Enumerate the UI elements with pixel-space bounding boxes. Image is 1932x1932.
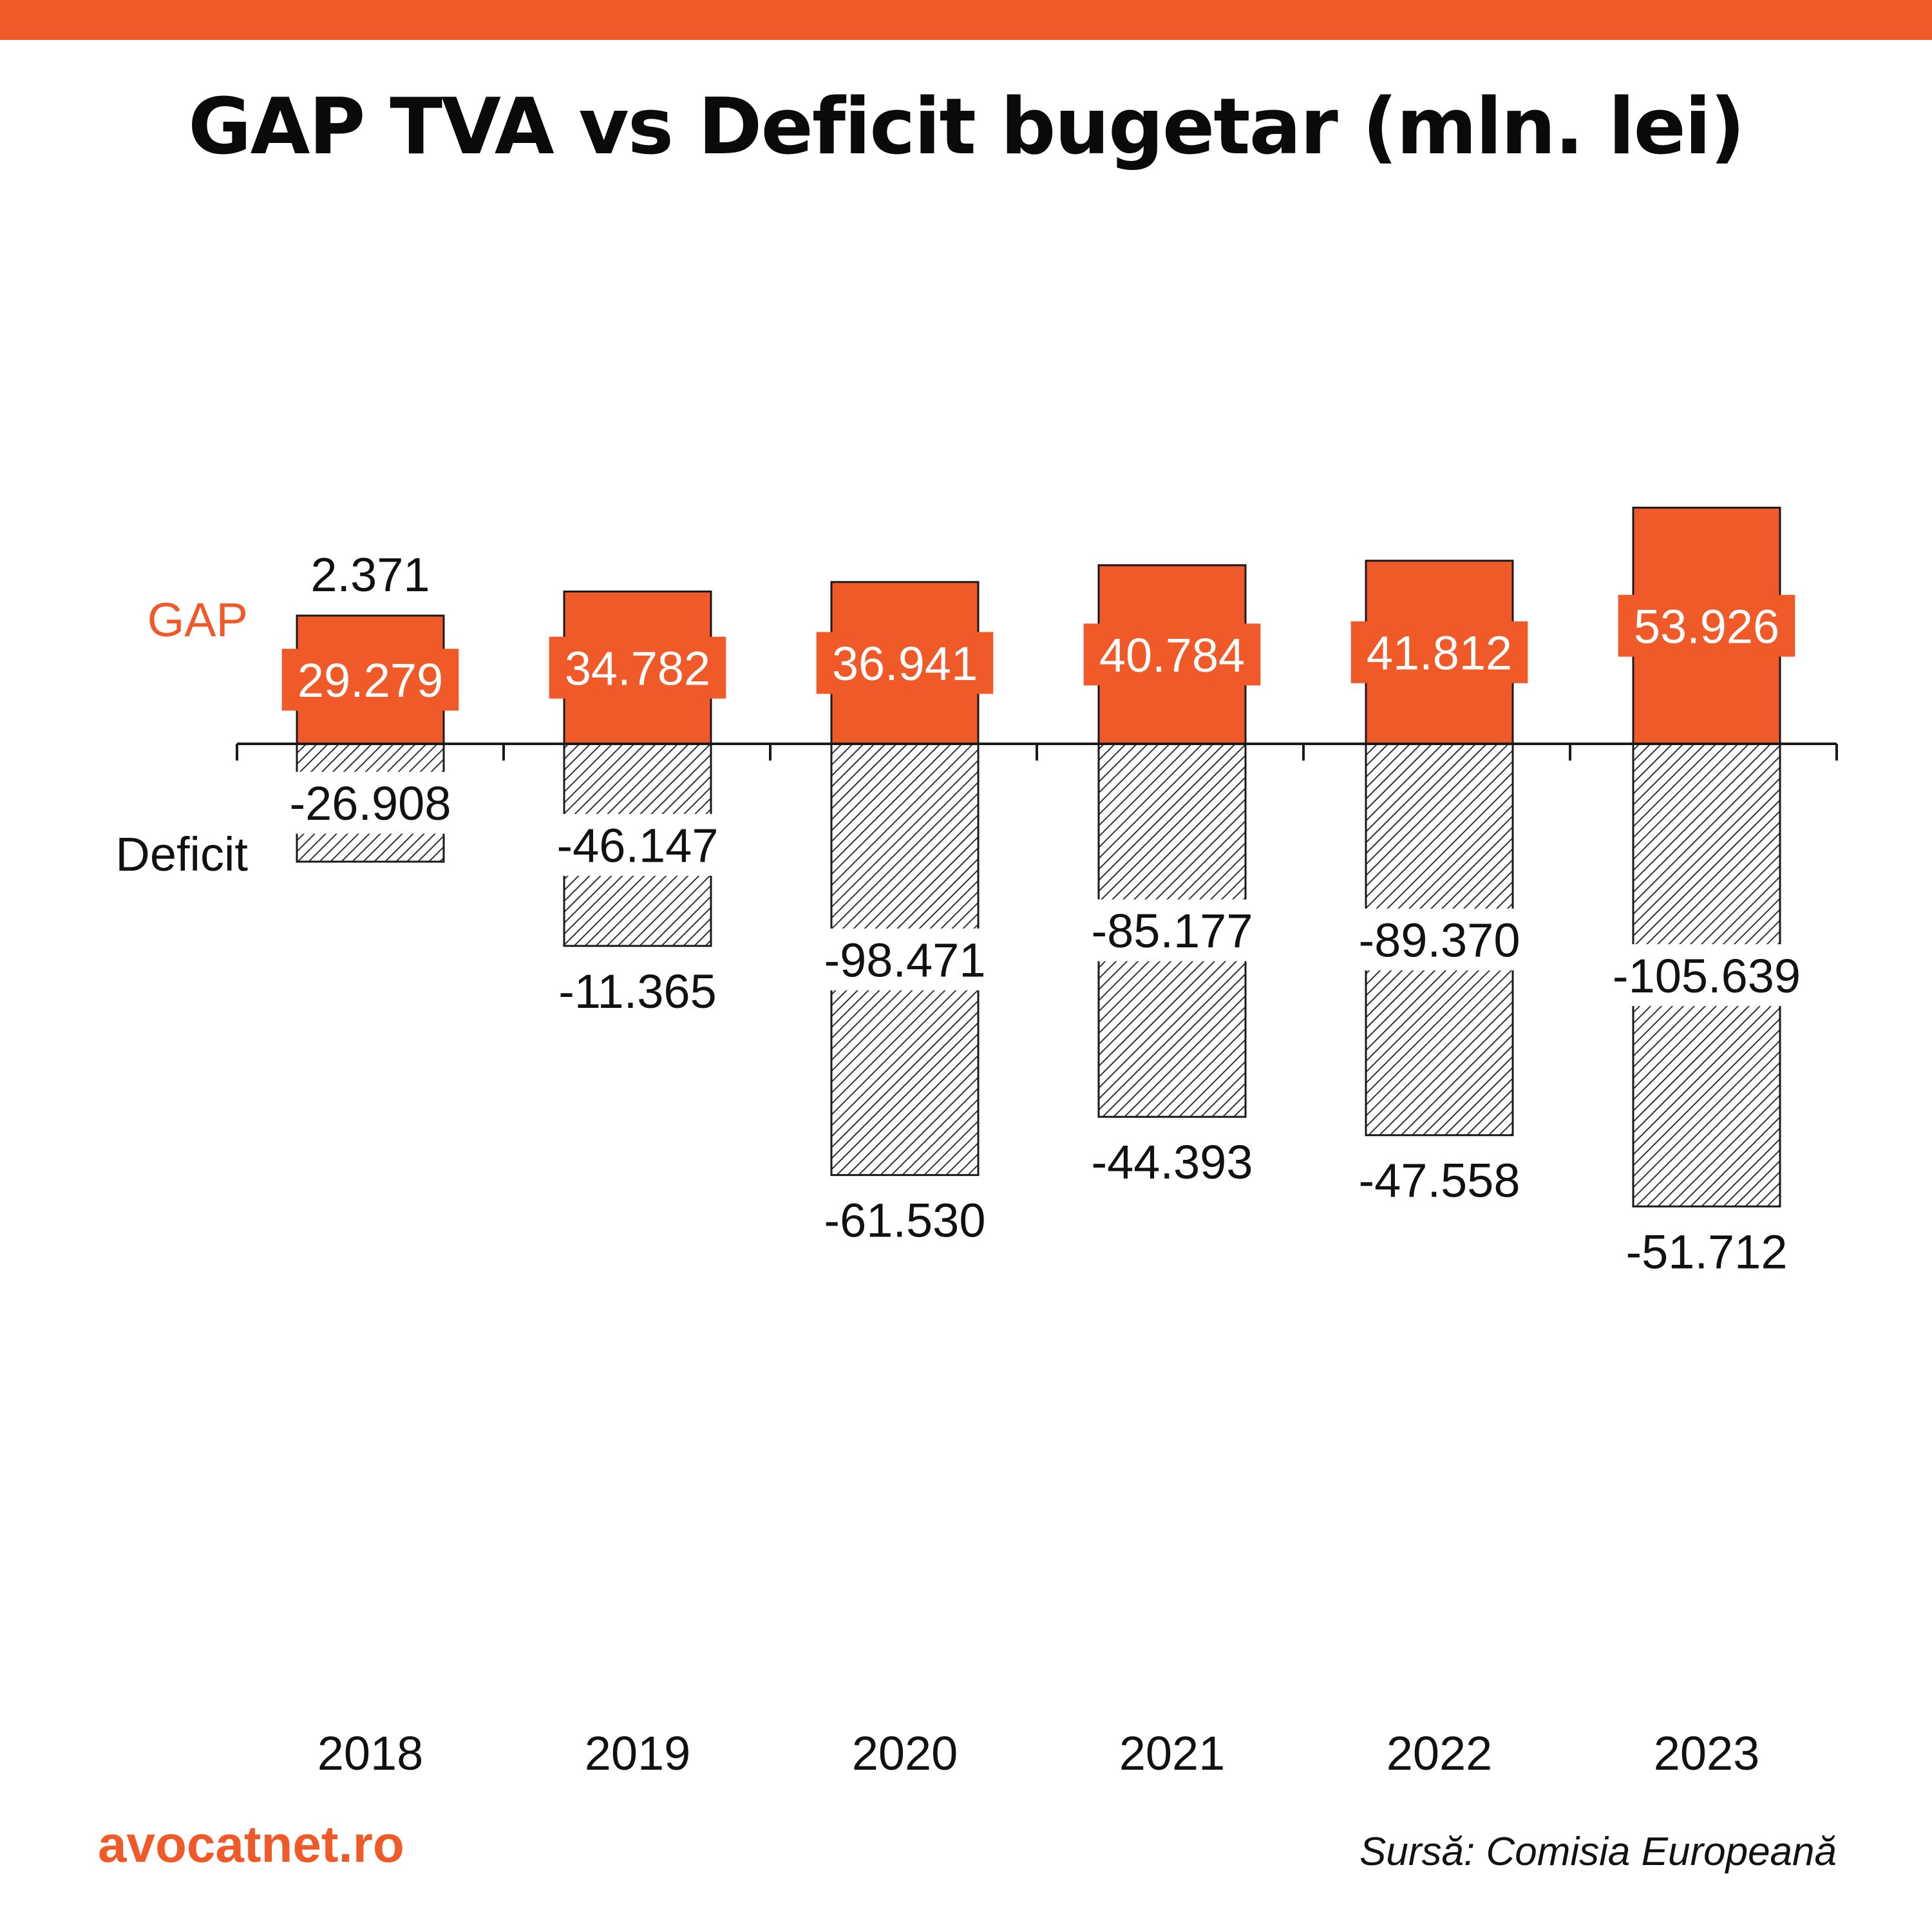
gap-label-2020: 36.941 (832, 637, 978, 690)
difference-label-2018: 2.371 (310, 548, 430, 601)
x-tick-label-2021: 2021 (1119, 1727, 1226, 1780)
gap-label-2021-bg (1083, 623, 1261, 686)
legend-deficit: Deficit (115, 828, 248, 881)
x-tick-label-2019: 2019 (585, 1727, 691, 1780)
deficit-label-2021-bg (1070, 899, 1274, 961)
top-accent-bar (0, 0, 1932, 40)
deficit-label-2019-bg (535, 813, 740, 876)
deficit-label-2022: -89.370 (1359, 913, 1520, 967)
difference-label-2023: -51.712 (1626, 1225, 1788, 1278)
gap-label-2023-bg (1618, 594, 1795, 657)
deficit-label-2018-bg (268, 772, 473, 834)
gap-label-2022-bg (1350, 621, 1528, 683)
deficit-label-2018: -26.908 (290, 777, 451, 830)
legend-gap: GAP (147, 593, 248, 647)
gap-label-2018: 29.279 (298, 654, 443, 707)
deficit-label-2020: -98.471 (824, 933, 986, 987)
gap-label-2022: 41.812 (1367, 626, 1512, 679)
chart-title: GAP TVA vs Deficit bugetar (mln. lei) (188, 82, 1745, 172)
gap-label-2023: 53.926 (1634, 600, 1779, 653)
gap-label-2020-bg (816, 632, 994, 694)
difference-label-2022: -47.558 (1359, 1154, 1520, 1208)
deficit-label-2022-bg (1337, 908, 1542, 971)
deficit-label-2023: -105.639 (1613, 949, 1801, 1003)
gap-label-2019: 34.782 (565, 641, 710, 695)
brand-logo-text: avocatnet.ro (98, 1815, 404, 1873)
source-note: Sursă: Comisia Europeană (1359, 1830, 1837, 1874)
deficit-label-2021: -85.177 (1092, 904, 1253, 958)
gap-label-2018-bg (281, 649, 459, 711)
x-tick-label-2018: 2018 (317, 1727, 424, 1780)
deficit-label-2023-bg (1591, 944, 1822, 1007)
x-tick-label-2020: 2020 (852, 1727, 958, 1780)
difference-label-2021: -44.393 (1092, 1135, 1253, 1189)
gap-label-2021: 40.784 (1099, 629, 1245, 682)
deficit-label-2019: -46.147 (557, 819, 719, 873)
difference-label-2020: -61.530 (824, 1194, 986, 1247)
gap-label-2019-bg (549, 636, 726, 699)
difference-label-2019: -11.365 (558, 965, 717, 1018)
x-tick-label-2022: 2022 (1387, 1727, 1493, 1780)
x-tick-label-2023: 2023 (1654, 1727, 1760, 1780)
deficit-label-2020-bg (802, 928, 1007, 990)
